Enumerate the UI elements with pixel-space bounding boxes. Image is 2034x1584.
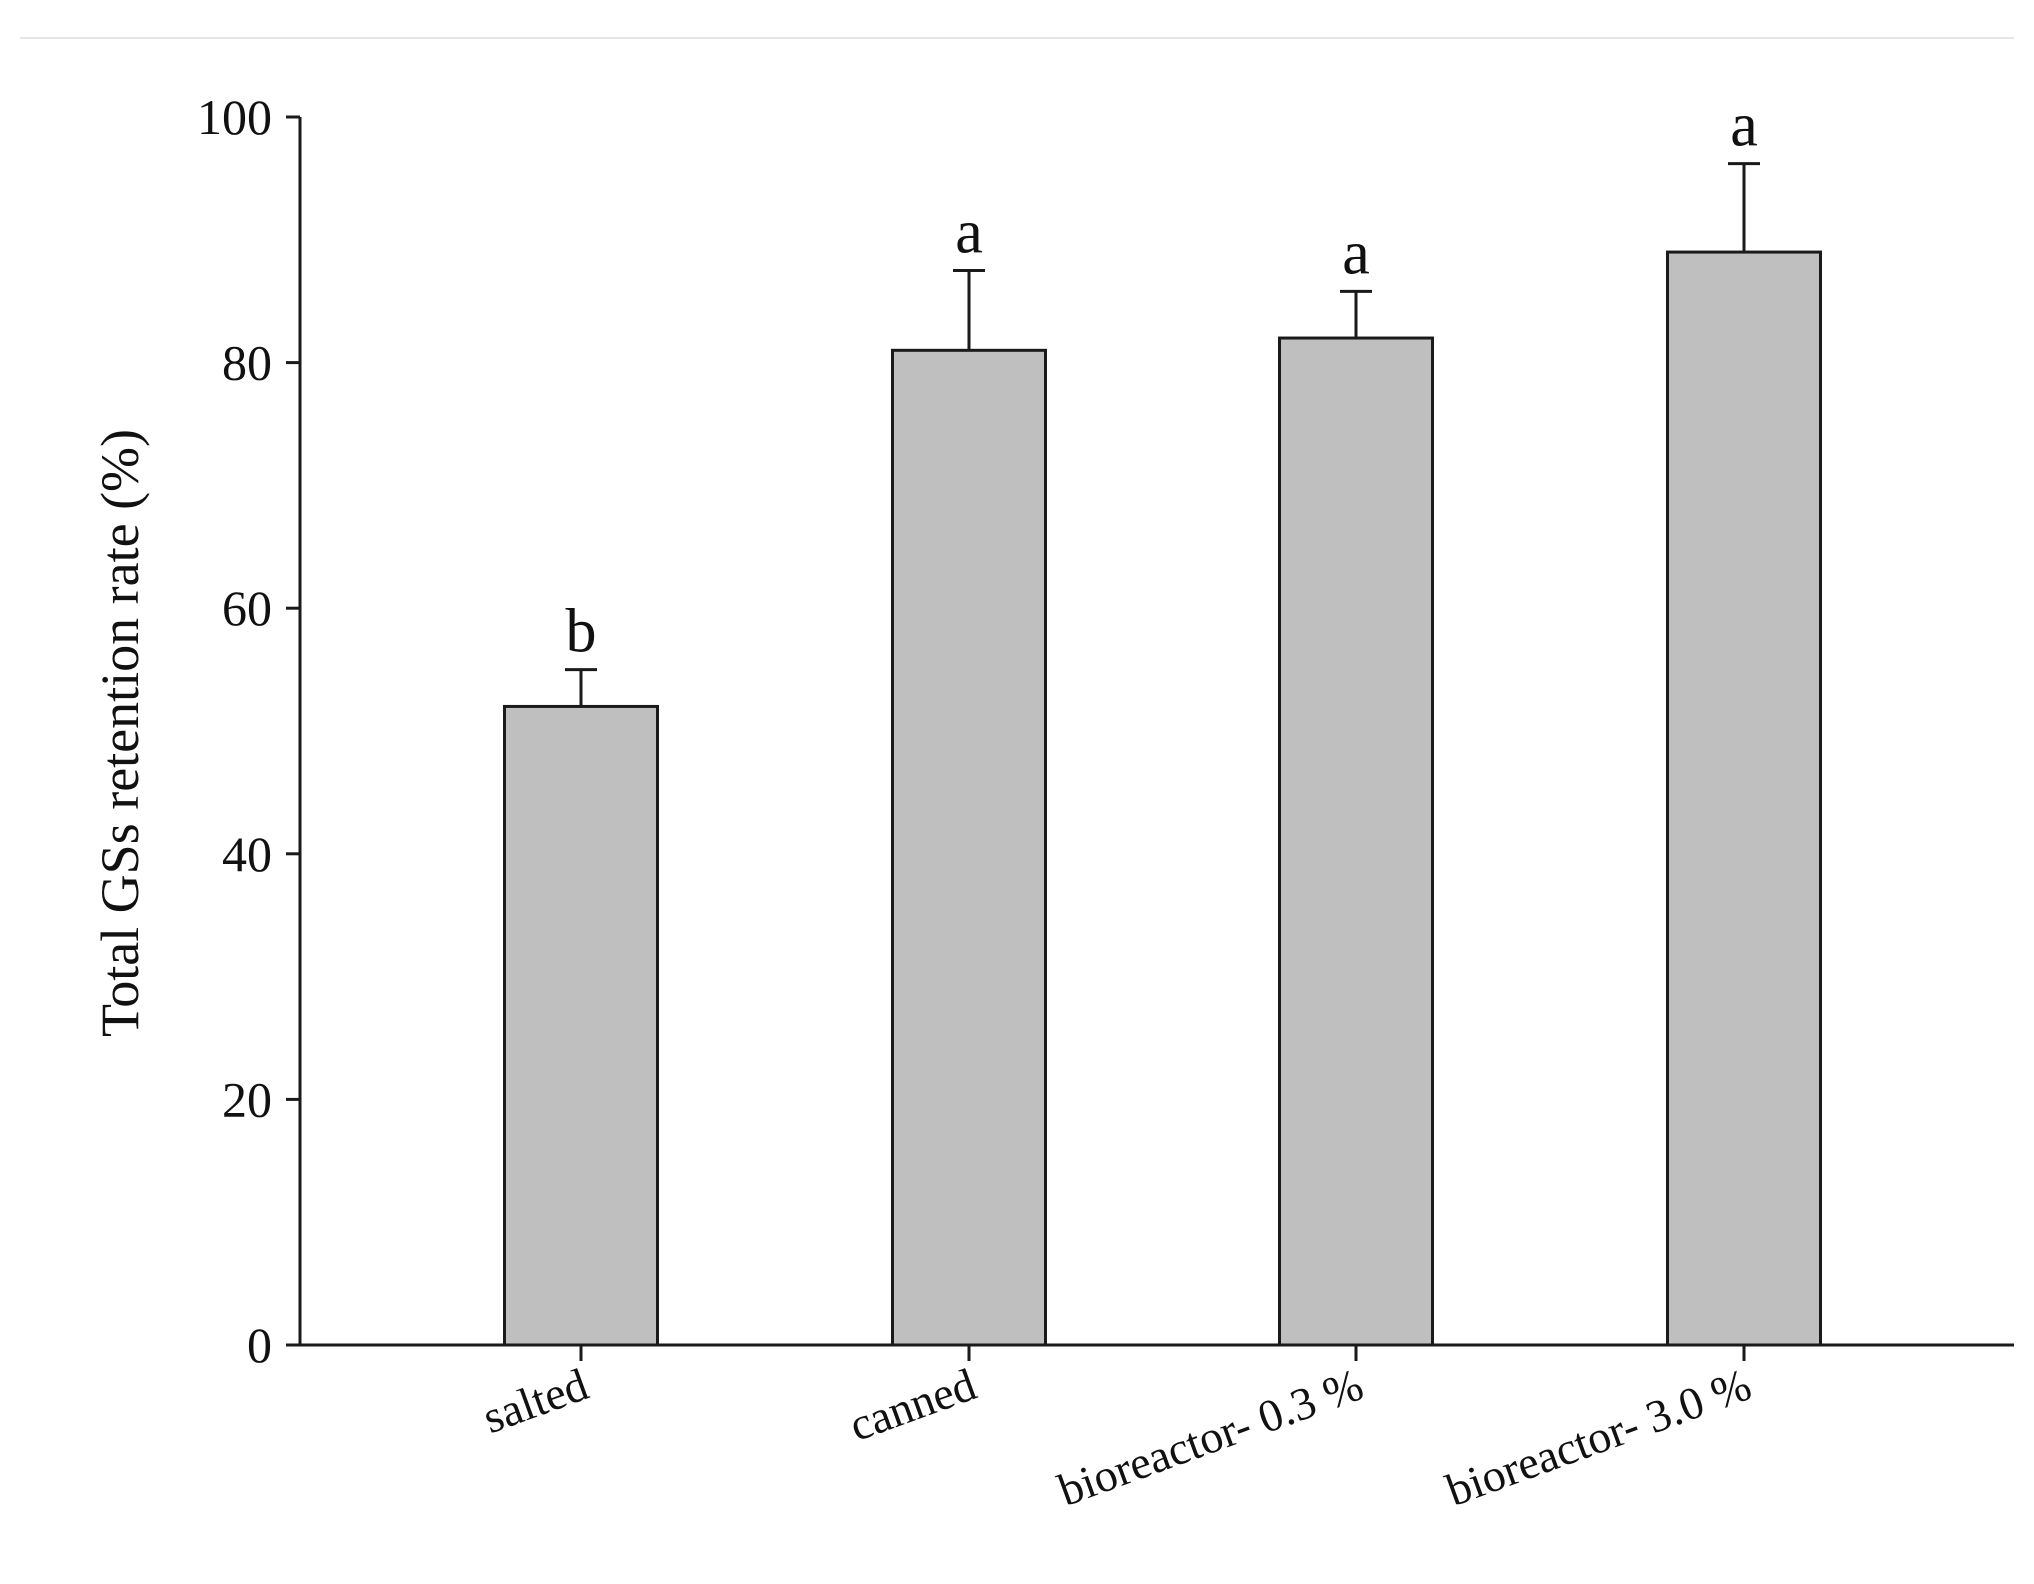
bar [1666,250,1822,1347]
y-tick-label: 60 [222,580,272,636]
y-tick-label: 100 [197,89,272,145]
y-tick-label: 20 [222,1071,272,1127]
x-tick-label: salted [476,1358,594,1443]
x-axis: salted canned bioreactor- 0.3 % bioreactor-… [300,1343,2014,1516]
significance-letter: a [1730,92,1758,160]
x-tick-label: bioreactor- 0.3 % [1052,1358,1370,1515]
bar [891,348,1047,1347]
y-axis-title: Total GSs retention rate (%) [90,429,150,1037]
significance-letter: a [955,199,983,267]
significance-letter: a [1342,219,1370,287]
significance-letter: b [566,598,597,666]
bar [503,704,659,1347]
y-tick-label: 40 [222,826,272,882]
significance-letters: b a a a [566,92,1758,666]
error-bars [565,162,1760,707]
y-tick-label: 0 [247,1317,272,1373]
bar [1278,336,1434,1347]
y-axis: 0 20 40 60 80 100 [197,89,302,1373]
y-tick-label: 80 [222,335,272,391]
x-tick-label: bioreactor- 3.0 % [1440,1358,1758,1515]
x-tick-label: canned [843,1358,983,1450]
bars [503,250,1822,1347]
